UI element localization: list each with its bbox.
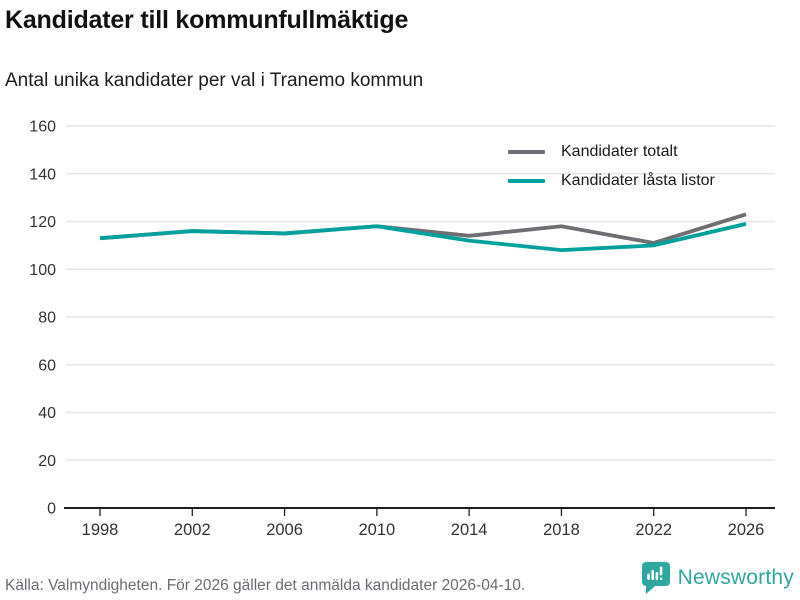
y-axis-label: 40 xyxy=(38,405,56,422)
y-axis-label: 20 xyxy=(38,453,56,470)
brand-name: Newsworthy xyxy=(677,566,794,589)
newsworthy-logo: Newsworthy xyxy=(640,561,794,595)
legend-swatch xyxy=(508,149,545,154)
series-line-kandidater-l-sta-listor xyxy=(99,222,747,253)
x-axis-label: 2014 xyxy=(451,521,488,539)
source-note: Källa: Valmyndigheten. För 2026 gäller d… xyxy=(5,577,526,594)
x-axis-label: 2010 xyxy=(358,521,395,539)
legend-swatch xyxy=(508,178,545,183)
y-axis-label: 60 xyxy=(38,357,56,374)
x-axis-label: 2022 xyxy=(635,521,672,539)
y-axis-label: 120 xyxy=(29,214,56,231)
y-axis-label: 160 xyxy=(29,119,56,136)
x-axis-label: 1998 xyxy=(82,521,119,539)
y-axis-label: 0 xyxy=(47,501,56,518)
y-axis-label: 140 xyxy=(29,166,56,183)
chart-subtitle: Antal unika kandidater per val i Tranemo… xyxy=(5,70,424,91)
chart-title: Kandidater till kommunfullmäktige xyxy=(5,6,409,34)
mini-bar-chart-glyph xyxy=(646,566,663,581)
x-axis-label: 2006 xyxy=(266,521,303,539)
legend-item: Kandidater totalt xyxy=(508,141,715,162)
y-axis-label: 100 xyxy=(29,262,56,279)
legend-label: Kandidater totalt xyxy=(561,142,678,160)
legend-item: Kandidater låsta listor xyxy=(508,170,715,191)
legend: Kandidater totalt Kandidater låsta listor xyxy=(508,141,715,191)
x-axis-label: 2002 xyxy=(174,521,211,539)
line-chart: 0 20 40 60 80 100 120 140 160 1998 2002 2006 2010 201… xyxy=(29,119,775,539)
series-line-kandidater-totalt xyxy=(99,212,747,245)
y-axis-label: 80 xyxy=(38,310,56,327)
x-axis-label: 2018 xyxy=(543,521,580,539)
newsworthy-icon xyxy=(641,562,670,594)
legend-label: Kandidater låsta listor xyxy=(561,171,715,189)
x-axis-label: 2026 xyxy=(728,521,765,539)
